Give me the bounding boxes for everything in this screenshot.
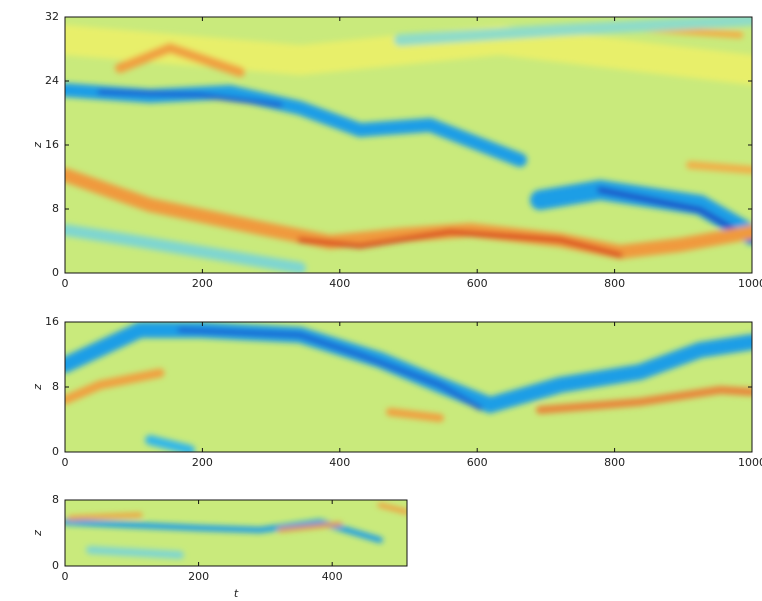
x-tick-label: 200 [192,456,213,469]
x-tick-label: 600 [467,456,488,469]
y-tick-label: 8 [52,493,59,506]
x-tick-label: 600 [467,277,488,290]
x-tick-label: 0 [62,277,69,290]
x-tick-label: 400 [329,277,350,290]
y-tick-label: 0 [52,445,59,458]
y-axis-label: z [31,142,44,149]
heatmap-field [65,500,407,566]
x-tick-label: 400 [329,456,350,469]
x-tick-label: 400 [322,570,343,583]
heatmap-field [65,322,752,452]
plot-frame [64,499,408,567]
x-tick-label: 800 [604,456,625,469]
y-tick-label: 16 [45,315,59,328]
y-tick-label: 8 [52,202,59,215]
x-axis-label: t [234,587,239,600]
y-tick-label: 0 [52,559,59,572]
x-tick-label: 0 [62,570,69,583]
x-tick-label: 0 [62,456,69,469]
x-tick-label: 200 [188,570,209,583]
y-tick-label: 16 [45,138,59,151]
y-tick-label: 8 [52,380,59,393]
heatmap-field [65,17,752,273]
y-axis-label: z [31,530,44,537]
y-axis-label: z [31,384,44,391]
y-tick-label: 24 [45,74,59,87]
y-tick-label: 32 [45,10,59,23]
x-tick-label: 200 [192,277,213,290]
y-tick-label: 0 [52,266,59,279]
x-tick-label: 800 [604,277,625,290]
